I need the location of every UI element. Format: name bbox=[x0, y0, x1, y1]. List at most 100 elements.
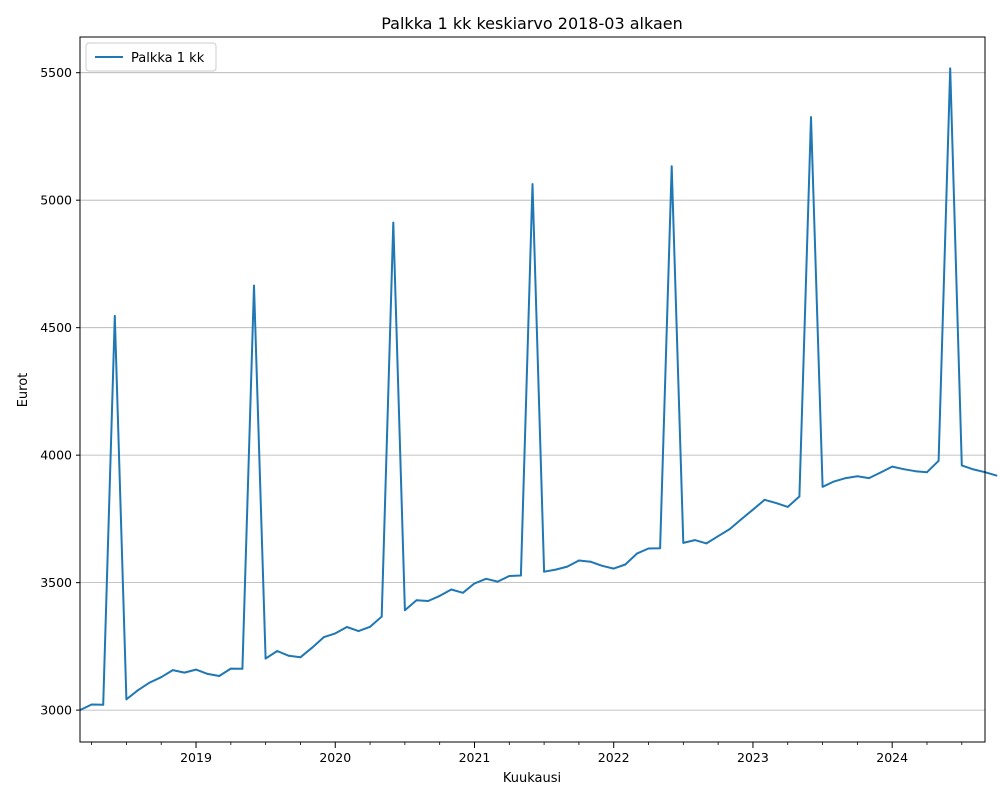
data-point bbox=[427, 600, 429, 602]
data-point bbox=[868, 477, 870, 479]
data-point bbox=[218, 675, 221, 677]
data-point bbox=[276, 650, 279, 652]
data-point bbox=[137, 689, 139, 692]
x-axis-label: Kuukausi bbox=[503, 771, 561, 786]
data-point bbox=[473, 582, 476, 585]
data-point bbox=[926, 471, 928, 474]
data-point bbox=[543, 570, 545, 573]
data-point bbox=[949, 67, 952, 70]
data-point bbox=[960, 464, 963, 467]
data-point bbox=[415, 599, 418, 602]
chart-title: Palkka 1 kk keskiarvo 2018-03 alkaen bbox=[381, 14, 682, 33]
data-point bbox=[148, 681, 151, 684]
data-point bbox=[450, 588, 453, 591]
data-point bbox=[914, 470, 917, 473]
grid-lines bbox=[80, 72, 985, 711]
data-point bbox=[844, 477, 847, 479]
data-point bbox=[647, 547, 650, 550]
data-point bbox=[972, 468, 975, 471]
x-tick-label: 2019 bbox=[180, 750, 212, 765]
y-tick-label: 4000 bbox=[40, 448, 72, 463]
data-point bbox=[705, 542, 708, 545]
data-point bbox=[810, 116, 812, 118]
data-point bbox=[717, 535, 719, 538]
data-point bbox=[299, 656, 302, 659]
data-point bbox=[578, 559, 580, 562]
data-point bbox=[902, 468, 905, 471]
data-point bbox=[380, 615, 383, 618]
data-point bbox=[206, 673, 209, 675]
data-point bbox=[496, 580, 499, 583]
data-point bbox=[856, 475, 859, 478]
data-point bbox=[195, 668, 197, 671]
data-point bbox=[160, 676, 163, 679]
data-point bbox=[682, 542, 685, 544]
x-tick-label: 2020 bbox=[319, 750, 351, 765]
data-point bbox=[763, 498, 766, 501]
data-point bbox=[346, 626, 348, 628]
data-point bbox=[334, 632, 337, 635]
data-point bbox=[392, 221, 395, 224]
data-point bbox=[740, 518, 743, 521]
data-point bbox=[369, 625, 371, 628]
plot-frame bbox=[79, 36, 986, 743]
data-point bbox=[357, 630, 360, 632]
data-point bbox=[775, 502, 778, 504]
data-point bbox=[891, 465, 894, 468]
tick-marks bbox=[76, 72, 963, 748]
y-tick-label: 3000 bbox=[40, 703, 72, 718]
data-point bbox=[508, 575, 511, 577]
y-axis-label: Eurot bbox=[16, 373, 31, 408]
data-point bbox=[531, 183, 534, 186]
data-point bbox=[438, 595, 441, 597]
y-tick-label: 5000 bbox=[40, 193, 72, 208]
data-point bbox=[937, 459, 940, 462]
data-point bbox=[322, 636, 325, 639]
data-point bbox=[311, 646, 313, 649]
data-point bbox=[786, 506, 789, 508]
data-point bbox=[833, 480, 836, 483]
data-point bbox=[624, 563, 627, 566]
data-point bbox=[728, 528, 731, 530]
data-point bbox=[90, 703, 93, 706]
data-point bbox=[229, 667, 232, 670]
data-point bbox=[798, 495, 801, 498]
data-point bbox=[554, 568, 557, 571]
data-point bbox=[612, 567, 615, 570]
legend: Palkka 1 kk bbox=[85, 42, 217, 72]
y-tick-label: 3500 bbox=[40, 575, 72, 590]
x-tick-label: 2021 bbox=[459, 750, 491, 765]
data-point bbox=[253, 284, 255, 287]
data-point bbox=[995, 474, 998, 477]
data-point bbox=[752, 508, 754, 511]
data-point bbox=[879, 471, 882, 474]
data-point bbox=[636, 552, 638, 555]
data-point bbox=[462, 591, 464, 594]
data-point bbox=[601, 564, 603, 567]
data-point bbox=[694, 539, 696, 541]
data-point bbox=[102, 703, 105, 706]
data-point bbox=[171, 669, 174, 671]
axes: 3000 3500 4000 4500 5000 5500 2019 2020 2021 2022… bbox=[40, 65, 908, 765]
series-layer bbox=[79, 67, 998, 712]
data-point bbox=[287, 654, 290, 657]
data-point bbox=[670, 165, 673, 168]
data-point bbox=[589, 560, 592, 563]
x-tick-label: 2023 bbox=[737, 750, 769, 765]
series-line bbox=[79, 67, 997, 712]
data-point bbox=[485, 577, 487, 580]
legend-box bbox=[85, 42, 217, 72]
x-tick-label: 2024 bbox=[876, 750, 908, 765]
data-point bbox=[125, 698, 128, 701]
data-point bbox=[659, 547, 661, 550]
legend-label: Palkka 1 kk bbox=[131, 51, 205, 66]
data-point bbox=[113, 315, 116, 317]
data-point bbox=[404, 609, 406, 612]
data-point bbox=[241, 667, 244, 670]
y-tick-label: 4500 bbox=[40, 320, 72, 335]
data-point bbox=[566, 565, 569, 568]
data-point bbox=[520, 574, 522, 577]
data-point bbox=[821, 485, 824, 488]
